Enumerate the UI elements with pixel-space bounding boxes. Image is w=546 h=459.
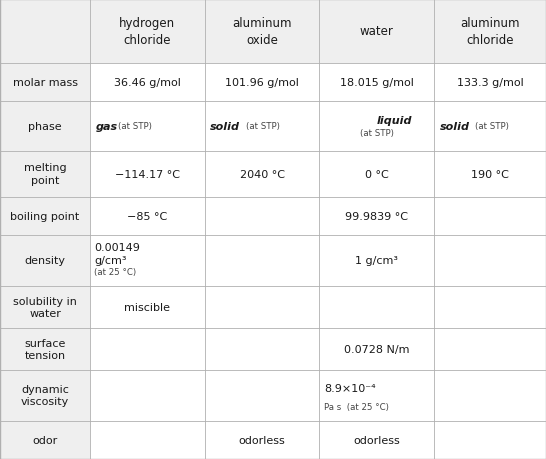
Bar <box>90 0 205 64</box>
Bar <box>205 370 319 421</box>
Bar <box>434 151 546 197</box>
Text: odorless: odorless <box>239 435 286 445</box>
Bar <box>434 328 546 370</box>
Text: solid: solid <box>440 122 470 131</box>
Bar <box>434 286 546 328</box>
Bar <box>0 421 90 459</box>
Text: 2040 °C: 2040 °C <box>240 169 284 179</box>
Bar <box>90 286 205 328</box>
Text: odor: odor <box>32 435 58 445</box>
Text: water: water <box>360 25 394 38</box>
Bar <box>0 197 90 235</box>
Text: hydrogen
chloride: hydrogen chloride <box>120 17 175 47</box>
Text: aluminum
chloride: aluminum chloride <box>460 17 520 47</box>
Text: aluminum
oxide: aluminum oxide <box>233 17 292 47</box>
Text: dynamic
viscosity: dynamic viscosity <box>21 384 69 407</box>
Text: 133.3 g/mol: 133.3 g/mol <box>456 78 524 88</box>
Text: odorless: odorless <box>353 435 400 445</box>
Bar <box>0 328 90 370</box>
Bar <box>319 64 434 102</box>
Text: boiling point: boiling point <box>10 211 80 221</box>
Bar <box>90 197 205 235</box>
Bar <box>205 0 319 64</box>
Bar <box>319 370 434 421</box>
Bar <box>319 421 434 459</box>
Bar <box>434 0 546 64</box>
Text: melting
point: melting point <box>23 163 67 185</box>
Bar <box>205 151 319 197</box>
Bar <box>205 421 319 459</box>
Bar <box>0 370 90 421</box>
Text: 99.9839 °C: 99.9839 °C <box>345 211 408 221</box>
Bar <box>0 286 90 328</box>
Text: liquid: liquid <box>377 116 412 126</box>
Bar <box>0 151 90 197</box>
Bar <box>434 235 546 286</box>
Text: Pa s  (at 25 °C): Pa s (at 25 °C) <box>324 403 389 411</box>
Bar <box>90 421 205 459</box>
Bar <box>90 370 205 421</box>
Bar <box>0 64 90 102</box>
Text: (at STP): (at STP) <box>118 122 152 131</box>
Bar <box>319 235 434 286</box>
Text: density: density <box>25 256 66 266</box>
Bar <box>319 151 434 197</box>
Bar <box>205 64 319 102</box>
Text: (at STP): (at STP) <box>475 122 509 131</box>
Text: 0.0728 N/m: 0.0728 N/m <box>344 344 410 354</box>
Text: phase: phase <box>28 122 62 131</box>
Bar <box>319 0 434 64</box>
Text: miscible: miscible <box>124 302 170 312</box>
Text: 18.015 g/mol: 18.015 g/mol <box>340 78 414 88</box>
Bar <box>0 102 90 151</box>
Text: gas: gas <box>96 122 118 131</box>
Text: 36.46 g/mol: 36.46 g/mol <box>114 78 181 88</box>
Bar <box>205 328 319 370</box>
Bar <box>434 64 546 102</box>
Bar <box>434 197 546 235</box>
Bar <box>0 235 90 286</box>
Text: 101.96 g/mol: 101.96 g/mol <box>225 78 299 88</box>
Bar <box>434 370 546 421</box>
Text: 0 °C: 0 °C <box>365 169 389 179</box>
Text: solubility in
water: solubility in water <box>13 296 77 319</box>
Bar <box>434 102 546 151</box>
Text: −114.17 °C: −114.17 °C <box>115 169 180 179</box>
Text: solid: solid <box>210 122 240 131</box>
Text: −85 °C: −85 °C <box>127 211 168 221</box>
Bar <box>434 421 546 459</box>
Bar <box>90 151 205 197</box>
Bar <box>90 64 205 102</box>
Text: surface
tension: surface tension <box>25 338 66 360</box>
Bar <box>319 328 434 370</box>
Bar <box>205 235 319 286</box>
Bar <box>0 0 90 64</box>
Text: 8.9×10⁻⁴: 8.9×10⁻⁴ <box>324 383 376 393</box>
Text: 0.00149
g/cm³: 0.00149 g/cm³ <box>94 243 140 265</box>
Bar <box>90 235 205 286</box>
Bar <box>90 328 205 370</box>
Text: 1 g/cm³: 1 g/cm³ <box>355 256 398 266</box>
Bar <box>319 102 434 151</box>
Text: molar mass: molar mass <box>13 78 78 88</box>
Bar <box>319 197 434 235</box>
Bar <box>90 102 205 151</box>
Text: (at STP): (at STP) <box>246 122 280 131</box>
Text: (at STP): (at STP) <box>360 129 394 137</box>
Text: (at 25 °C): (at 25 °C) <box>94 268 136 277</box>
Bar <box>205 197 319 235</box>
Bar <box>205 102 319 151</box>
Text: 190 °C: 190 °C <box>471 169 509 179</box>
Bar <box>205 286 319 328</box>
Bar <box>319 286 434 328</box>
